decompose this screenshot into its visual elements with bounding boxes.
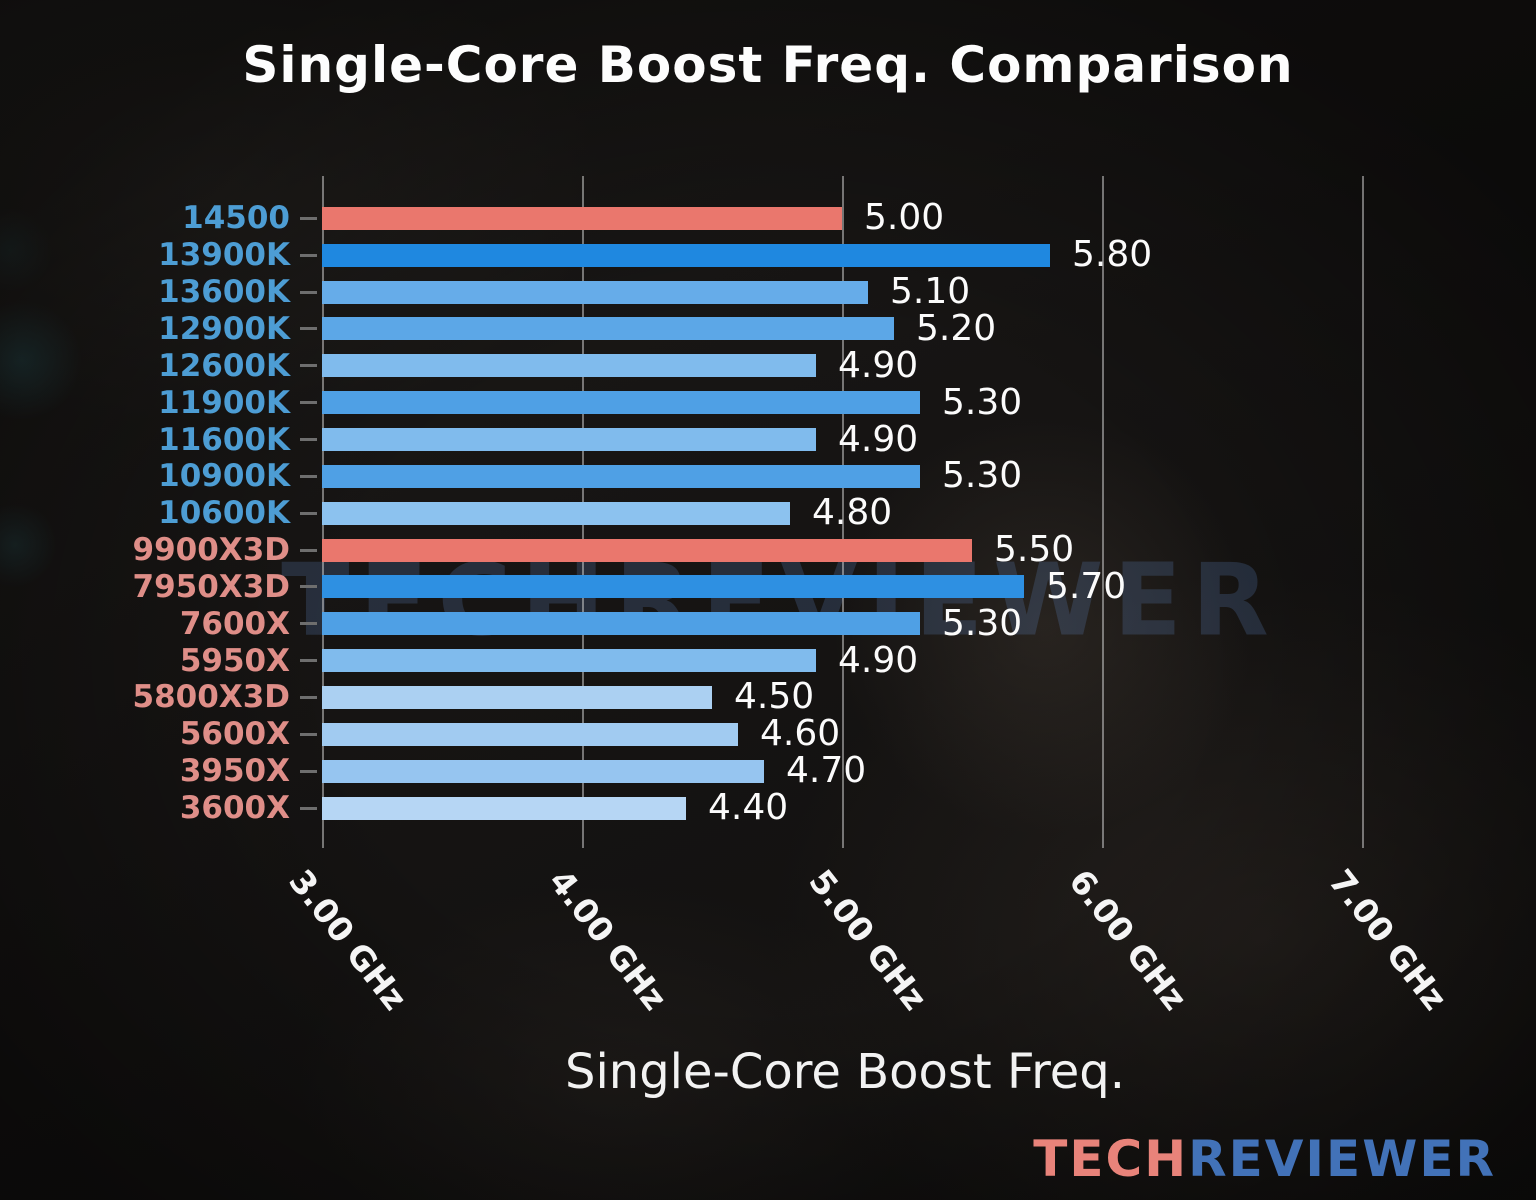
row-tick xyxy=(300,474,317,478)
bar xyxy=(322,759,764,783)
gridline xyxy=(1102,176,1104,848)
bar-label: 12600K xyxy=(158,347,290,384)
row-tick xyxy=(300,585,317,589)
x-axis-label: Single-Core Boost Freq. xyxy=(564,1044,1126,1100)
bar-label: 7950X3D xyxy=(132,568,290,605)
bar-value-label: 4.60 xyxy=(760,713,841,755)
x-tick-label: 3.00 GHz xyxy=(281,862,415,1018)
row-tick xyxy=(300,806,317,810)
x-tick-label: 4.00 GHz xyxy=(541,862,675,1018)
bar xyxy=(322,354,816,378)
x-tick-label: 5.00 GHz xyxy=(801,862,935,1018)
bar xyxy=(322,280,868,304)
bar-value-label: 5.20 xyxy=(916,307,997,349)
row-tick xyxy=(300,511,317,515)
bar-value-label: 5.10 xyxy=(890,271,971,313)
gridline xyxy=(1362,176,1364,848)
bar-value-label: 5.30 xyxy=(942,602,1023,644)
bar-value-label: 5.80 xyxy=(1072,234,1153,276)
brand-logo: TECHREVIEWER xyxy=(1033,1130,1496,1188)
x-tick-label: 7.00 GHz xyxy=(1321,862,1455,1018)
row-tick xyxy=(300,732,317,736)
bar-label: 10600K xyxy=(158,495,290,532)
bar-label: 13900K xyxy=(158,237,290,274)
bar xyxy=(322,796,686,820)
bar-value-label: 4.50 xyxy=(734,676,815,718)
bar xyxy=(322,538,972,562)
row-tick xyxy=(300,327,317,331)
gridline xyxy=(842,176,844,848)
bar-value-label: 4.90 xyxy=(838,418,919,460)
bar-label: 5950X xyxy=(179,642,290,679)
x-tick-label: 6.00 GHz xyxy=(1061,862,1195,1018)
bar xyxy=(322,501,790,525)
brand-logo-tech: TECH xyxy=(1033,1130,1189,1188)
bar xyxy=(322,722,738,746)
bar xyxy=(322,206,842,230)
row-tick xyxy=(300,548,317,552)
bar-value-label: 4.70 xyxy=(786,750,867,792)
bar xyxy=(322,391,920,415)
bar-label: 10900K xyxy=(158,458,290,495)
row-tick xyxy=(300,438,317,442)
bar-value-label: 4.40 xyxy=(708,787,789,829)
row-tick xyxy=(300,695,317,699)
bar-label: 14500 xyxy=(182,200,290,237)
chart-title: Single-Core Boost Freq. Comparison xyxy=(242,36,1294,94)
bar xyxy=(322,243,1050,267)
bar-value-label: 5.30 xyxy=(942,381,1023,423)
bar xyxy=(322,575,1024,599)
bar-value-label: 4.90 xyxy=(838,639,919,681)
row-tick xyxy=(300,290,317,294)
bar-label: 5800X3D xyxy=(132,679,290,716)
row-tick xyxy=(300,216,317,220)
row-tick xyxy=(300,622,317,626)
bar xyxy=(322,428,816,452)
bar xyxy=(322,649,816,673)
bar-value-label: 5.70 xyxy=(1046,565,1127,607)
bar xyxy=(322,612,920,636)
bar-label: 3950X xyxy=(179,753,290,790)
bar-value-label: 5.30 xyxy=(942,455,1023,497)
bar-value-label: 5.00 xyxy=(864,197,945,239)
row-tick xyxy=(300,364,317,368)
bar-label: 11900K xyxy=(158,384,290,421)
row-tick xyxy=(300,401,317,405)
bar xyxy=(322,317,894,341)
row-tick xyxy=(300,659,317,663)
row-tick xyxy=(300,253,317,257)
bar-label: 7600X xyxy=(179,605,290,642)
bar-value-label: 4.90 xyxy=(838,344,919,386)
bar-label: 11600K xyxy=(158,421,290,458)
bar-label: 3600X xyxy=(179,790,290,827)
bar-label: 5600X xyxy=(179,716,290,753)
bar-label: 12900K xyxy=(158,310,290,347)
bar-value-label: 5.50 xyxy=(994,529,1075,571)
brand-logo-reviewer: REVIEWER xyxy=(1188,1130,1496,1188)
bar-label: 13600K xyxy=(158,274,290,311)
bar-value-label: 4.80 xyxy=(812,492,893,534)
bar xyxy=(322,685,712,709)
bar-label: 9900X3D xyxy=(132,532,290,569)
row-tick xyxy=(300,769,317,773)
bar xyxy=(322,464,920,488)
